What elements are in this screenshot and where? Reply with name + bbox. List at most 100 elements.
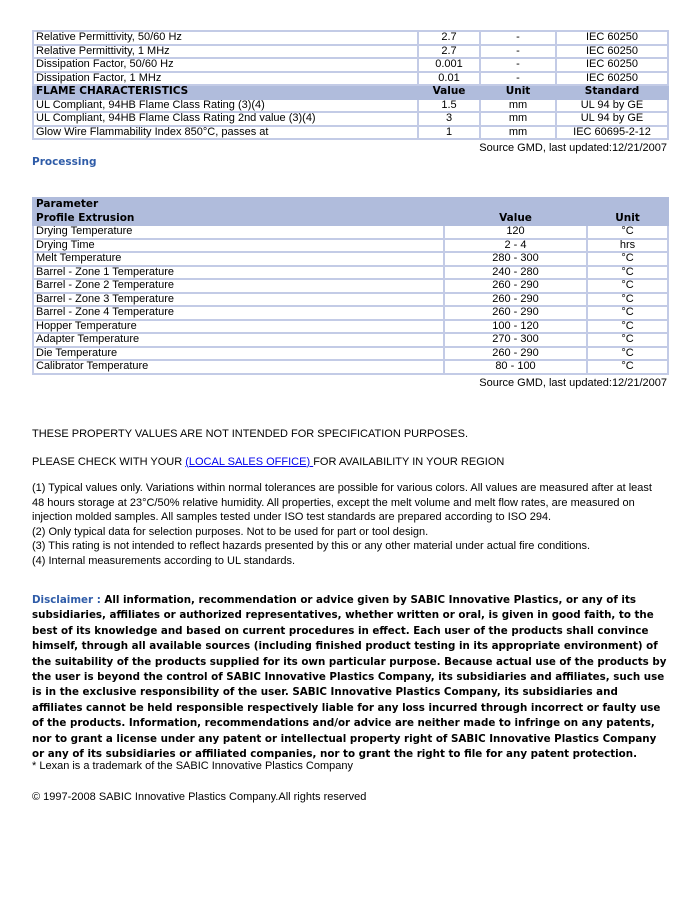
table-cell: 260 - 290 xyxy=(443,278,588,294)
table-row: Dissipation Factor, 50/60 Hz 0.001- IEC 60… xyxy=(32,57,669,73)
table-cell: °C xyxy=(586,278,669,294)
disclaimer: Disclaimer : All information, recommenda… xyxy=(32,593,667,762)
table-cell: 240 - 280 xyxy=(443,264,588,280)
table-cell: °C xyxy=(586,251,669,267)
footnote: (2) Only typical data for selection purp… xyxy=(32,525,429,538)
table-cell: °C xyxy=(586,345,669,361)
footnotes: (1) Typical values only. Variations with… xyxy=(32,481,667,568)
table-cell: - xyxy=(479,70,557,86)
table-cell: Barrel - Zone 2 Temperature xyxy=(32,278,445,294)
table-cell: UL 94 by GE xyxy=(555,97,669,113)
table-cell: 1 xyxy=(417,124,481,140)
table-cell: Drying Time xyxy=(32,237,445,253)
header-cell: FLAME CHARACTERISTICS xyxy=(32,84,419,100)
properties-section: Relative Permittivity, 50/60 Hz 2.7- IEC 6… xyxy=(32,30,669,168)
table-header-row: Profile Extrusion Value Unit xyxy=(32,210,669,226)
table-cell: Die Temperature xyxy=(32,345,445,361)
table-header-row: Parameter xyxy=(32,197,669,213)
disclaimer-label: Disclaimer : xyxy=(32,594,105,606)
header-cell: Value xyxy=(443,210,588,226)
properties-table: Relative Permittivity, 50/60 Hz 2.7- IEC 6… xyxy=(32,30,669,140)
table-cell: 270 - 300 xyxy=(443,332,588,348)
table-row: Die Temperature 260 - 290 °C xyxy=(32,345,669,361)
table-cell: °C xyxy=(586,291,669,307)
table-cell: 260 - 290 xyxy=(443,305,588,321)
table-row: Hopper Temperature 100 - 120 °C xyxy=(32,318,669,334)
source-note: Source GMD, last updated:12/21/2007 xyxy=(479,376,667,389)
notes-section: THESE PROPERTY VALUES ARE NOT INTENDED F… xyxy=(32,427,667,568)
table-cell: °C xyxy=(586,224,669,240)
table-cell: 280 - 300 xyxy=(443,251,588,267)
table-cell: 2.7 xyxy=(417,43,481,59)
table-cell: Barrel - Zone 1 Temperature xyxy=(32,264,445,280)
table-cell: - xyxy=(479,30,557,46)
table-row: Drying Temperature 120 °C xyxy=(32,224,669,240)
table-cell: 0.01 xyxy=(417,70,481,86)
table-row: UL Compliant, 94HB Flame Class Rating (3… xyxy=(32,97,669,113)
trademark-note: * Lexan is a trademark of the SABIC Inno… xyxy=(32,760,353,772)
table-cell: Barrel - Zone 4 Temperature xyxy=(32,305,445,321)
table-cell: IEC 60250 xyxy=(555,30,669,46)
table-cell: 3 xyxy=(417,111,481,127)
table-cell: Relative Permittivity, 1 MHz xyxy=(32,43,419,59)
table-cell: 2.7 xyxy=(417,30,481,46)
table-cell: hrs xyxy=(586,237,669,253)
not-intended-note: THESE PROPERTY VALUES ARE NOT INTENDED F… xyxy=(32,428,469,440)
table-cell: Glow Wire Flammability Index 850°C, pass… xyxy=(32,124,419,140)
source-note: Source GMD, last updated:12/21/2007 xyxy=(479,142,667,154)
footnote: (1) Typical values only. Variations with… xyxy=(32,482,652,523)
header-cell: Standard xyxy=(555,84,669,100)
disclaimer-text: All information, recommendation or advic… xyxy=(32,594,667,761)
table-cell: Dissipation Factor, 1 MHz xyxy=(32,70,419,86)
table-cell: IEC 60695-2-12 xyxy=(555,124,669,140)
table-row: Barrel - Zone 3 Temperature 260 - 290 °C xyxy=(32,291,669,307)
text: PLEASE CHECK WITH YOUR xyxy=(32,455,186,468)
table-row: Relative Permittivity, 1 MHz 2.7- IEC 6025… xyxy=(32,43,669,59)
footnote: (4) Internal measurements according to U… xyxy=(32,554,296,567)
table-row: Relative Permittivity, 50/60 Hz 2.7- IEC 6… xyxy=(32,30,669,46)
text: FOR AVAILABILITY IN YOUR REGION xyxy=(313,455,505,468)
table-cell: Calibrator Temperature xyxy=(32,359,445,375)
table-cell: 0.001 xyxy=(417,57,481,73)
table-row: Dissipation Factor, 1 MHz 0.01- IEC 60250 xyxy=(32,70,669,86)
table-cell: 100 - 120 xyxy=(443,318,588,334)
section-title-processing: Processing xyxy=(32,156,97,168)
header-cell: Unit xyxy=(586,210,669,226)
header-cell: Parameter xyxy=(32,197,669,213)
table-row: Calibrator Temperature 80 - 100 °C xyxy=(32,359,669,375)
table-row: Melt Temperature 280 - 300 °C xyxy=(32,251,669,267)
table-cell: °C xyxy=(586,305,669,321)
table-cell: °C xyxy=(586,318,669,334)
table-cell: UL 94 by GE xyxy=(555,111,669,127)
table-cell: °C xyxy=(586,332,669,348)
table-row: Barrel - Zone 4 Temperature 260 - 290 °C xyxy=(32,305,669,321)
table-cell: UL Compliant, 94HB Flame Class Rating 2n… xyxy=(32,111,419,127)
table-cell: mm xyxy=(479,124,557,140)
table-row: Barrel - Zone 2 Temperature 260 - 290 °C xyxy=(32,278,669,294)
table-cell: Relative Permittivity, 50/60 Hz xyxy=(32,30,419,46)
table-cell: mm xyxy=(479,97,557,113)
table-cell: Melt Temperature xyxy=(32,251,445,267)
table-cell: 2 - 4 xyxy=(443,237,588,253)
table-cell: 1.5 xyxy=(417,97,481,113)
table-cell: °C xyxy=(586,264,669,280)
table-cell: Barrel - Zone 3 Temperature xyxy=(32,291,445,307)
table-row: Glow Wire Flammability Index 850°C, pass… xyxy=(32,124,669,140)
table-cell: °C xyxy=(586,359,669,375)
header-cell: Unit xyxy=(479,84,557,100)
header-cell: Value xyxy=(417,84,481,100)
table-cell: - xyxy=(479,43,557,59)
header-cell: Profile Extrusion xyxy=(32,210,445,226)
processing-section: Parameter Profile Extrusion Value Unit Dryi… xyxy=(32,197,669,389)
table-cell: 80 - 100 xyxy=(443,359,588,375)
table-cell: Dissipation Factor, 50/60 Hz xyxy=(32,57,419,73)
table-header-row: FLAME CHARACTERISTICS Value Unit Standard xyxy=(32,84,669,100)
table-cell: Adapter Temperature xyxy=(32,332,445,348)
table-cell: Drying Temperature xyxy=(32,224,445,240)
local-sales-office-link[interactable]: (LOCAL SALES OFFICE) xyxy=(185,455,314,468)
footnote: (3) This rating is not intended to refle… xyxy=(32,540,591,552)
table-cell: IEC 60250 xyxy=(555,70,669,86)
table-row: Adapter Temperature 270 - 300 °C xyxy=(32,332,669,348)
table-cell: mm xyxy=(479,111,557,127)
table-cell: 120 xyxy=(443,224,588,240)
